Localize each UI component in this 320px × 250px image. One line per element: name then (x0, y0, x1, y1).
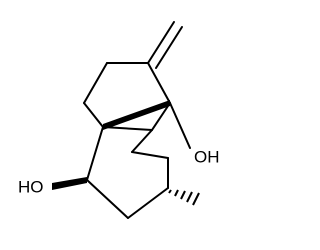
bond (83, 102, 104, 128)
wedge-bond (103, 100, 170, 130)
page: {"labels": {"hydroxyl_right": "OH", "hyd… (18, 21, 220, 219)
bond (131, 151, 169, 159)
bond (169, 102, 191, 149)
bond (86, 126, 104, 181)
bond (127, 187, 169, 219)
bond (131, 129, 153, 153)
bonds (52, 21, 200, 219)
bond (151, 102, 171, 131)
wedge-bond (52, 177, 87, 190)
bond (147, 62, 171, 104)
double-bond (147, 21, 175, 64)
hashed-bond (168, 189, 200, 206)
bond (83, 62, 108, 104)
bond (86, 179, 129, 219)
bond (102, 126, 153, 131)
atom-label: HO (18, 177, 44, 196)
molecule-diagram: OH HO (18, 21, 220, 219)
double-bond (155, 26, 183, 69)
atom-label: OH (194, 147, 220, 166)
